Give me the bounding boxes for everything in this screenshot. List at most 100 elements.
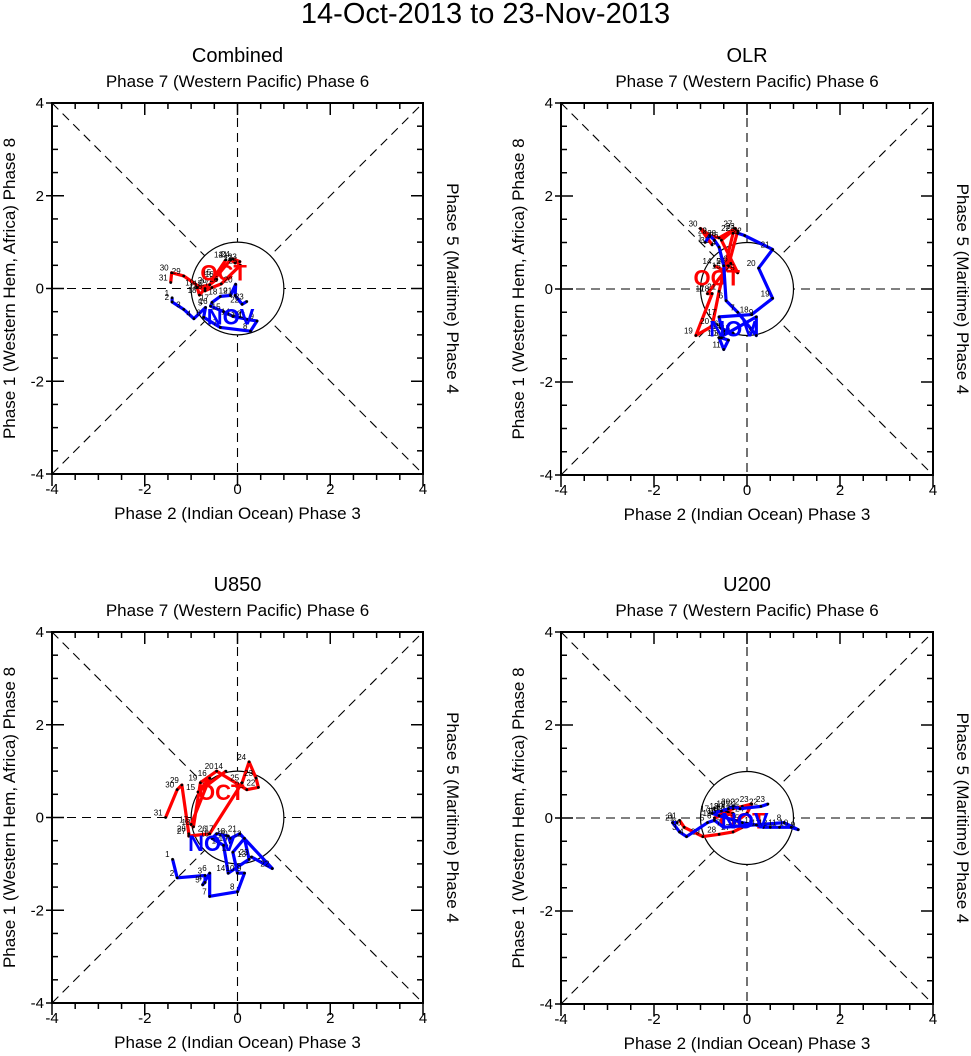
x-tick-label: -4 <box>554 482 567 499</box>
day-label: 4 <box>186 310 191 319</box>
trajectory-line-oct <box>164 760 260 838</box>
data-point <box>682 825 686 829</box>
day-label: 26 <box>198 825 207 834</box>
data-point <box>731 830 735 834</box>
data-point <box>766 802 770 806</box>
day-label: 7 <box>202 887 207 896</box>
month-label-oct: OCT <box>200 260 247 285</box>
data-point <box>245 788 249 792</box>
day-label: 30 <box>689 220 698 229</box>
x-tick-label: 4 <box>419 1010 427 1027</box>
data-point <box>240 781 244 785</box>
x-tick-label: 0 <box>233 1010 241 1027</box>
y-tick-label: 0 <box>36 810 44 827</box>
day-label: 22 <box>749 797 758 806</box>
data-point <box>745 811 749 815</box>
data-point <box>231 850 235 854</box>
day-label: 6 <box>707 811 712 820</box>
data-point <box>720 238 723 242</box>
day-label: 3 <box>176 300 181 309</box>
day-label: 8 <box>777 814 782 823</box>
day-label: 2 <box>170 869 175 878</box>
day-label: 2 <box>702 227 707 236</box>
x-tick-label: 0 <box>743 1011 751 1028</box>
data-point <box>247 857 251 861</box>
day-label: 12 <box>716 331 725 340</box>
day-label: 28 <box>707 825 716 834</box>
data-point <box>243 317 246 321</box>
unit-circle <box>699 770 795 866</box>
y-tick-label: -2 <box>540 903 553 920</box>
day-label: 15 <box>212 836 221 845</box>
data-point <box>710 243 714 247</box>
data-point <box>750 802 754 806</box>
day-label: 19 <box>219 834 228 843</box>
data-point <box>229 836 232 840</box>
day-label: 23 <box>228 253 237 262</box>
x-tick-label: 2 <box>836 1011 844 1028</box>
day-label: 9 <box>791 821 796 830</box>
day-label: 20 <box>224 275 233 284</box>
x-tick-label: 0 <box>743 482 751 499</box>
day-label: 22 <box>246 778 255 787</box>
data-point <box>243 836 246 840</box>
month-label-nov: NOV <box>721 808 769 833</box>
data-point <box>247 760 251 764</box>
data-point <box>771 248 774 251</box>
data-point <box>256 785 260 789</box>
data-point <box>717 289 721 293</box>
data-point <box>736 271 740 275</box>
x-tick-label: -2 <box>647 482 660 499</box>
data-point <box>722 348 726 351</box>
data-point <box>203 874 207 877</box>
data-point <box>208 894 212 898</box>
month-label-nov: NOV <box>709 317 757 342</box>
day-label: 23 <box>235 292 244 301</box>
day-label: 24 <box>221 250 230 259</box>
data-point <box>710 292 714 296</box>
data-point <box>736 310 740 314</box>
day-label: 17 <box>707 308 716 317</box>
day-label: 19 <box>188 774 197 783</box>
day-label: 21 <box>728 800 737 809</box>
data-point <box>727 338 730 342</box>
x-tick-label: 4 <box>419 481 427 498</box>
y-tick-label: 0 <box>545 281 553 298</box>
x-tick-label: 2 <box>326 1010 334 1027</box>
data-point <box>229 294 232 297</box>
data-point <box>236 871 239 875</box>
data-point <box>754 334 758 337</box>
data-point <box>231 314 235 318</box>
day-label: 16 <box>716 803 725 812</box>
data-point <box>203 289 207 293</box>
day-label: 15 <box>202 268 211 277</box>
day-label: 14 <box>216 864 225 873</box>
day-label: 18 <box>182 818 191 827</box>
day-label: 12 <box>758 818 767 827</box>
unit-circle <box>190 241 285 336</box>
data-point <box>727 807 730 811</box>
data-point <box>771 296 774 300</box>
y-tick-label: 2 <box>36 188 44 205</box>
day-label: 4 <box>198 873 203 882</box>
day-label: 21 <box>228 825 237 834</box>
day-label: 11 <box>238 311 247 320</box>
data-point <box>208 832 212 836</box>
data-point <box>182 274 186 278</box>
day-label: 6 <box>719 292 724 301</box>
y-tick-label: -2 <box>31 373 44 390</box>
figure-title: 14-Oct-2013 to 23-Nov-2013 <box>300 0 671 30</box>
day-label: 25 <box>230 774 239 783</box>
day-label: 24 <box>237 753 246 762</box>
data-point <box>782 821 786 825</box>
x-tick-label: -4 <box>45 1010 58 1027</box>
data-point <box>229 841 232 845</box>
data-point <box>208 776 212 780</box>
day-label: 17 <box>696 285 705 294</box>
data-point <box>238 263 242 267</box>
data-point <box>208 871 212 875</box>
data-point <box>192 825 195 829</box>
data-point <box>736 231 740 235</box>
day-label: 15 <box>212 303 221 312</box>
